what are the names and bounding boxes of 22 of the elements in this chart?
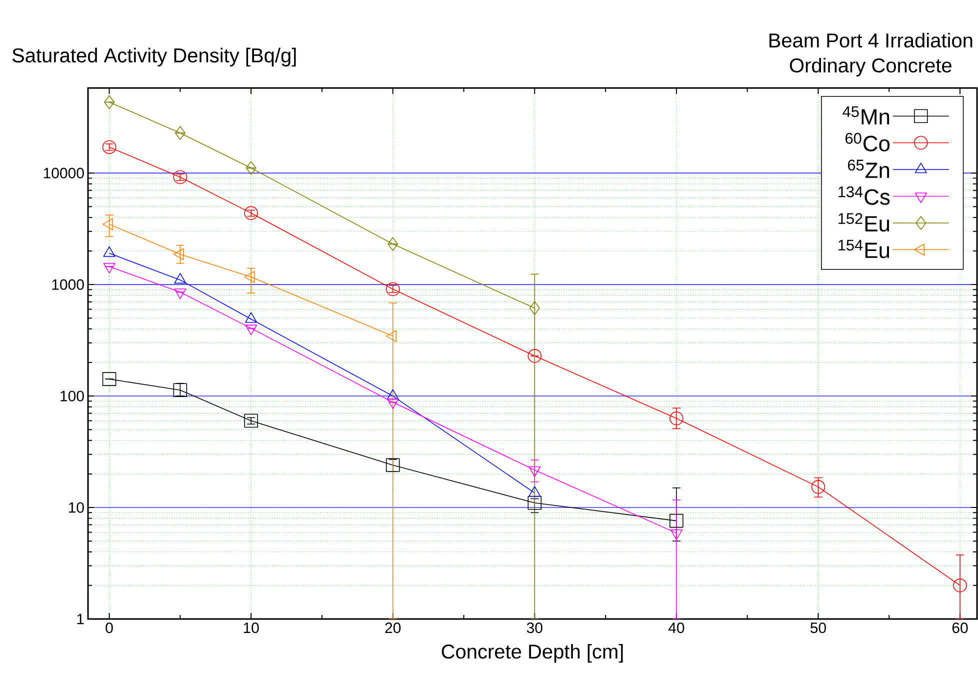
legend-label: $^{65}$Zn bbox=[848, 160, 890, 178]
legend-label: $^{45}$Mn bbox=[842, 106, 890, 124]
x-tick-label: 60 bbox=[952, 622, 968, 634]
y-tick-label: 100 bbox=[60, 390, 84, 402]
legend-label: $^{154}$Eu bbox=[838, 240, 890, 258]
y-tick-label: 10000 bbox=[44, 168, 84, 178]
chart-subtitle: Ordinary Concrete bbox=[790, 58, 952, 76]
x-tick-label: 10 bbox=[244, 622, 259, 634]
x-tick-label: 50 bbox=[810, 622, 826, 634]
x-tick-label: 40 bbox=[668, 622, 684, 634]
legend-label: $^{152}$Eu bbox=[838, 213, 890, 232]
legend-label: $^{60}$Co bbox=[846, 132, 890, 152]
chart-title: Beam Port 4 Irradiation bbox=[769, 32, 972, 48]
x-tick-label: 0 bbox=[106, 622, 113, 634]
x-tick-label: 30 bbox=[526, 622, 542, 634]
y-tick-label: 10 bbox=[68, 502, 84, 513]
x-tick-label: 20 bbox=[385, 622, 401, 634]
y-axis-title: Saturated Activity Density [Bq/g] bbox=[12, 48, 296, 66]
y-tick-label: 1000 bbox=[52, 279, 84, 290]
legend-label: $^{134}$Cs bbox=[838, 186, 890, 205]
y-tick-label: 1 bbox=[77, 614, 84, 624]
x-axis-title: Concrete Depth [cm] bbox=[442, 644, 623, 663]
